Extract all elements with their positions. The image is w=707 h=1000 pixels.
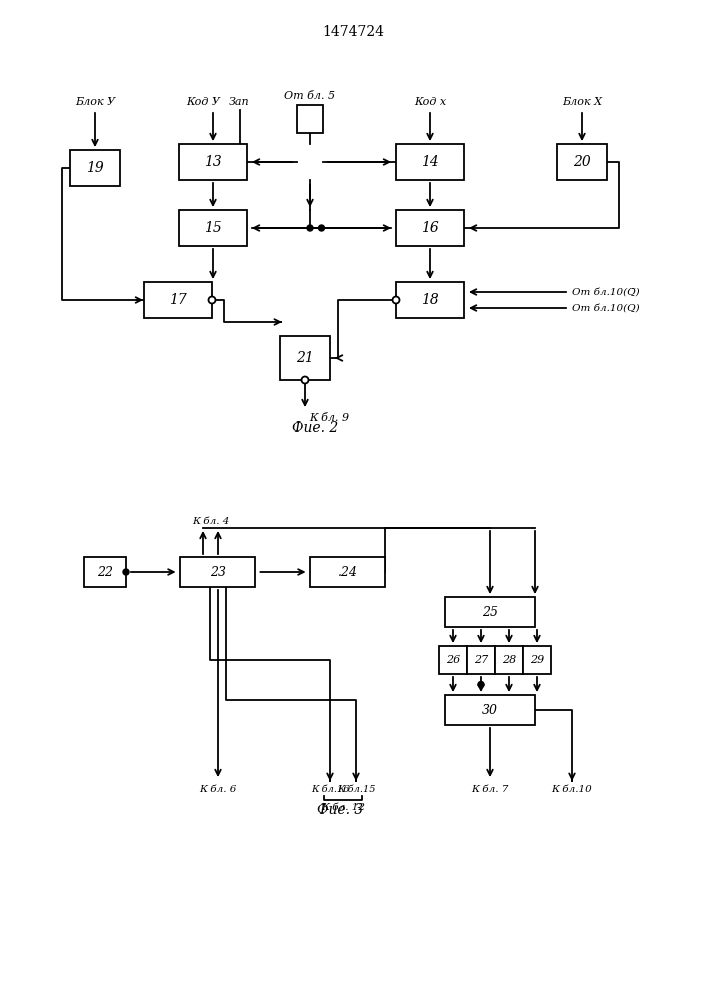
Text: 29: 29 (530, 655, 544, 665)
Text: 21: 21 (296, 351, 314, 365)
Bar (179, 144, 247, 180)
Text: К бл.10: К бл.10 (551, 786, 592, 794)
Text: 16: 16 (421, 221, 439, 235)
Text: Код У: Код У (186, 97, 220, 107)
Bar (445, 695, 535, 725)
Bar (396, 144, 464, 180)
Bar (310, 557, 385, 587)
Bar (467, 646, 495, 674)
Bar (557, 144, 607, 180)
Bar (523, 646, 551, 674)
Text: 14: 14 (421, 155, 439, 169)
Text: К бл.15: К бл.15 (337, 786, 375, 794)
Text: К бл.16: К бл.16 (311, 786, 349, 794)
Text: Код х: Код х (414, 97, 446, 107)
Text: 26: 26 (446, 655, 460, 665)
Circle shape (478, 682, 484, 688)
Bar (396, 210, 464, 246)
Circle shape (209, 296, 216, 304)
Bar (70, 150, 120, 186)
Text: 23: 23 (210, 566, 226, 578)
Text: 27: 27 (474, 655, 488, 665)
Text: К бл. 6: К бл. 6 (199, 786, 237, 794)
Text: Фие. 2: Фие. 2 (292, 421, 338, 435)
Bar (439, 646, 467, 674)
Bar (144, 282, 212, 318)
Text: 18: 18 (421, 293, 439, 307)
Text: 15: 15 (204, 221, 222, 235)
Bar (396, 282, 464, 318)
Text: Блок Х: Блок Х (562, 97, 602, 107)
Bar (84, 557, 126, 587)
Bar (180, 557, 255, 587)
Circle shape (392, 296, 399, 304)
Text: Блок У: Блок У (75, 97, 115, 107)
Text: 13: 13 (204, 155, 222, 169)
Text: От бл. 5: От бл. 5 (284, 91, 336, 101)
Text: 22: 22 (97, 566, 113, 578)
Text: От бл.10(Q): От бл.10(Q) (572, 304, 640, 312)
Bar (445, 597, 535, 627)
Text: Зап: Зап (228, 97, 250, 107)
Circle shape (301, 376, 308, 383)
Text: К бл. 7: К бл. 7 (472, 786, 509, 794)
Bar (280, 336, 330, 380)
Text: 28: 28 (502, 655, 516, 665)
Text: К бл. 9: К бл. 9 (309, 413, 349, 423)
Circle shape (318, 225, 325, 231)
Text: 17: 17 (169, 293, 187, 307)
Text: К бл. 4: К бл. 4 (192, 518, 230, 526)
Text: 25: 25 (482, 605, 498, 618)
Bar (179, 210, 247, 246)
Text: .24: .24 (338, 566, 358, 578)
Circle shape (307, 225, 313, 231)
Text: 20: 20 (573, 155, 591, 169)
Text: К бл. 12: К бл. 12 (321, 804, 365, 812)
Text: 19: 19 (86, 161, 104, 175)
Circle shape (123, 569, 129, 575)
Text: Фие. 3: Фие. 3 (317, 803, 363, 817)
Bar (495, 646, 523, 674)
Text: 1474724: 1474724 (322, 25, 384, 39)
Text: 30: 30 (482, 704, 498, 716)
Text: От бл.10(Q̅): От бл.10(Q̅) (572, 288, 640, 296)
Bar (297, 105, 323, 133)
